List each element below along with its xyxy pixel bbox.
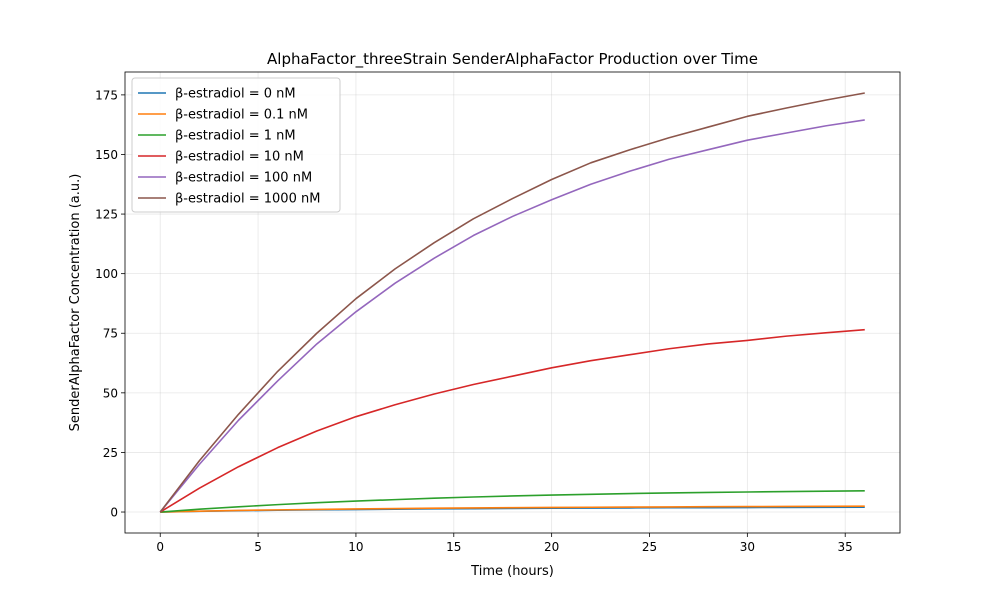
x-tick-label: 0 (156, 540, 164, 554)
x-tick-label: 5 (254, 540, 262, 554)
x-axis-label: Time (hours) (470, 564, 554, 579)
series-line-4 (159, 119, 865, 513)
y-tick-label: 100 (95, 267, 118, 281)
legend-label: β-estradiol = 0 nM (175, 87, 296, 102)
legend-label: β-estradiol = 100 nM (175, 171, 312, 186)
x-tick-label: 35 (838, 540, 853, 554)
chart-title: AlphaFactor_threeStrain SenderAlphaFacto… (267, 50, 758, 69)
y-tick-label: 50 (103, 386, 118, 400)
x-tick-label: 20 (544, 540, 559, 554)
plot-frame (124, 71, 901, 534)
x-tick-label: 25 (642, 540, 657, 554)
y-tick-label: 175 (95, 88, 118, 102)
x-tick-label: 15 (446, 540, 461, 554)
legend: β-estradiol = 0 nM β-estradiol = 0.1 nM β-… (131, 77, 341, 213)
series-line-3 (159, 328, 865, 513)
series-line-2 (160, 490, 865, 513)
y-tick-label: 125 (95, 208, 118, 222)
legend-box (131, 77, 341, 213)
axis-ticks: 0 5 10 15 20 25 30 35 0 25 50 75 100 125 150 175 (95, 88, 853, 554)
y-tick-label: 0 (110, 506, 118, 520)
legend-label: β-estradiol = 0.1 nM (175, 108, 308, 123)
legend-label: β-estradiol = 1000 nM (175, 192, 320, 207)
series-line-5 (159, 92, 865, 513)
y-axis-label: SenderAlphaFactor Concentration (a.u.) (68, 174, 83, 432)
y-tick-label: 25 (103, 446, 118, 460)
series-line-1 (160, 505, 865, 513)
y-tick-label: 150 (95, 148, 118, 162)
grid (125, 72, 900, 533)
series-lines (159, 92, 865, 513)
x-tick-label: 30 (740, 540, 755, 554)
y-tick-label: 75 (103, 327, 118, 341)
legend-label: β-estradiol = 10 nM (175, 150, 304, 165)
legend-label: β-estradiol = 1 nM (175, 129, 296, 144)
x-tick-label: 10 (348, 540, 363, 554)
